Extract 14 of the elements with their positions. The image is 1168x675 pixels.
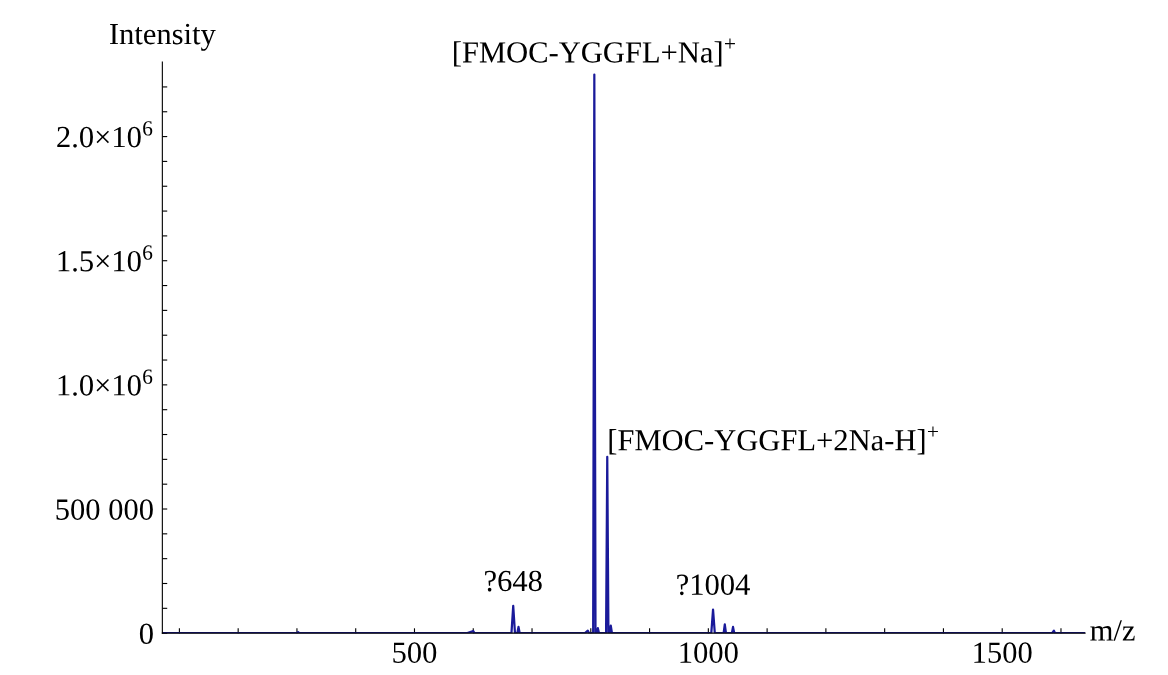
y-tick-label: 2.0×10$^{6}$: [57, 121, 153, 148]
y-tick-label: 1.0×10$^{6}$: [58, 369, 153, 396]
y-axis-title: Intensity: [109, 23, 216, 51]
y-tick-label: 1.5×10$^{6}$: [58, 245, 153, 272]
y-tick-label: 0: [139, 623, 153, 645]
y-tick-label: 500 000: [56, 499, 153, 520]
annotation: [FMOC-YGGFL+Na]$^{+}$: [454, 38, 735, 67]
annotation: ?1004: [677, 574, 750, 596]
annotation: ?648: [485, 570, 542, 592]
x-axis-title: m/z: [1090, 620, 1135, 641]
x-tick-label: 500: [393, 642, 437, 663]
x-tick-label: 1500: [974, 642, 1032, 663]
annotation: [FMOC-YGGFL+2Na-H]$^{+}$: [609, 426, 938, 455]
x-tick-label: 1000: [680, 642, 738, 663]
